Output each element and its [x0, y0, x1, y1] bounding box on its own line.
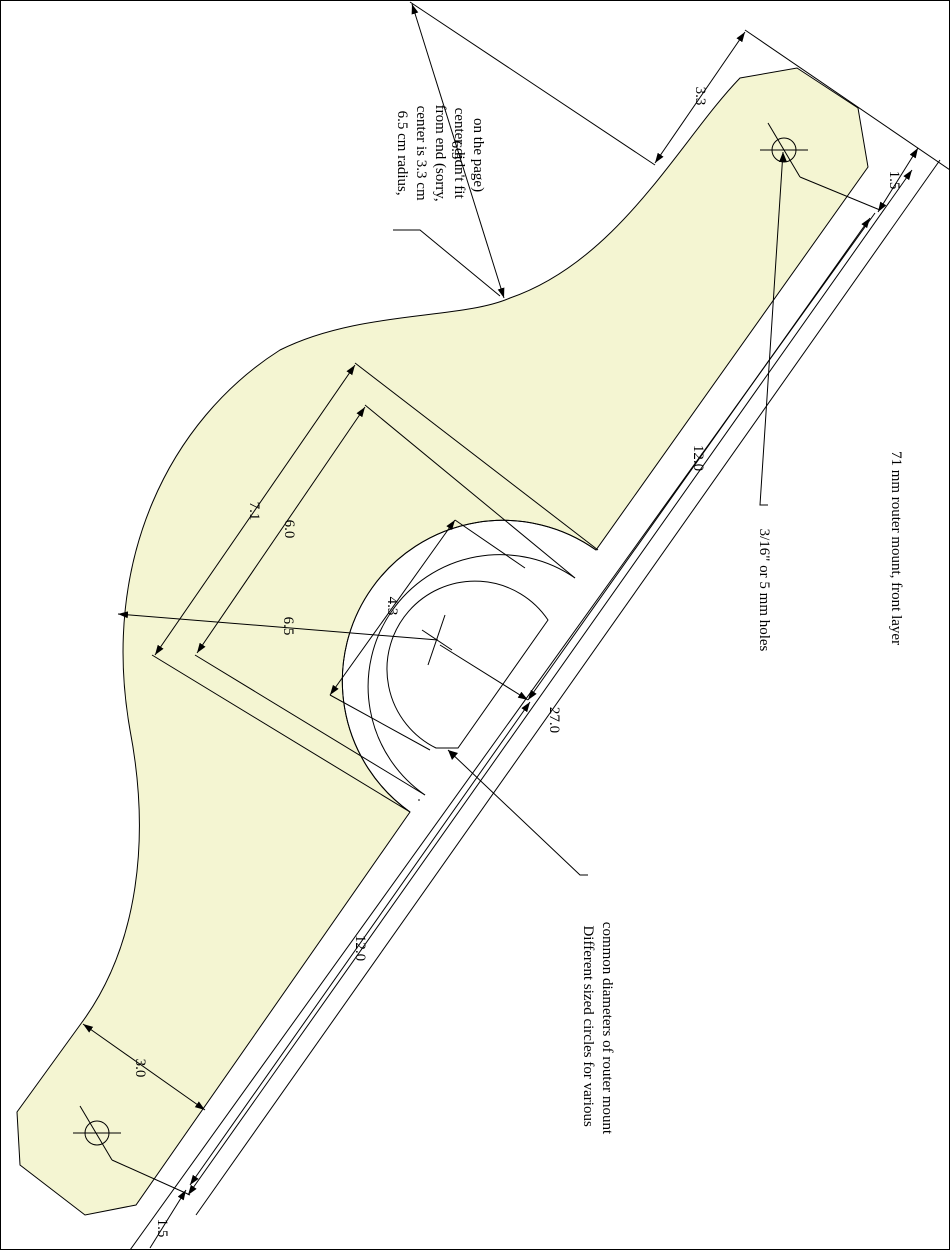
arc-note-line: from end (sorry,: [432, 105, 448, 202]
hole-note-leader: [759, 151, 784, 506]
circles-note-line: Different sized circles for various: [580, 925, 596, 1126]
circles-note-line: common diameters of router mount: [599, 922, 615, 1135]
dim-bottom-end-width: [111, 1159, 191, 1249]
hole-note: 3/16" or 5 mm holes: [756, 529, 772, 652]
arc-note-line: center didn't fit: [451, 108, 467, 200]
dim-bottom-foot-width: [82, 1023, 206, 1111]
dim-lower-length: [189, 701, 531, 1186]
dim-top-offset-label: 3.3: [692, 87, 708, 106]
dim-inner-circle: [329, 519, 526, 751]
middle-circle-6-0: [367, 554, 576, 796]
dim-middle-circle-label: 6.0: [281, 520, 297, 539]
arc-note: 6.5 cm radius, center is 3.3 cm from end…: [394, 105, 486, 206]
mounting-hole-bottom: [73, 1105, 121, 1161]
dim-bottom-end-width-label: 1.5: [154, 1219, 170, 1238]
arc-note-line: on the page): [470, 118, 486, 192]
hole-note-arrow: [779, 152, 787, 162]
dim-overall-length-label: 27.0: [546, 707, 562, 733]
dim-outer-circle-label: 7.1: [246, 502, 262, 521]
dim-bottom-foot-width-label: 3.0: [132, 1059, 148, 1078]
drawing-title: 71 mm router mount, front layer: [888, 451, 904, 645]
arc-note-line: center is 3.3 cm: [413, 106, 429, 201]
circles-note-arrow: [448, 750, 458, 760]
dim-top-offset: [409, 1, 950, 171]
dim-top-end-width-label: 1.5: [886, 171, 902, 190]
center-to-base-line: [439, 644, 529, 701]
mount-plate-outline: [16, 67, 869, 1216]
circles-note-leader: [447, 749, 588, 876]
arc-note-line: 6.5 cm radius,: [394, 111, 410, 196]
dim-upper-length-label: 12.0: [690, 445, 706, 471]
inner-circle-4-3: [386, 580, 549, 749]
dim-arc-radius-label: 6.5: [448, 141, 464, 160]
circles-note: Different sized circles for various comm…: [580, 922, 615, 1135]
dim-inner-circle-label: 4.3: [384, 597, 400, 616]
dim-outer-radius-label: 6.5: [280, 617, 296, 636]
dim-middle-circle: [194, 404, 576, 796]
dim-lower-length-label: 12.0: [352, 935, 368, 961]
